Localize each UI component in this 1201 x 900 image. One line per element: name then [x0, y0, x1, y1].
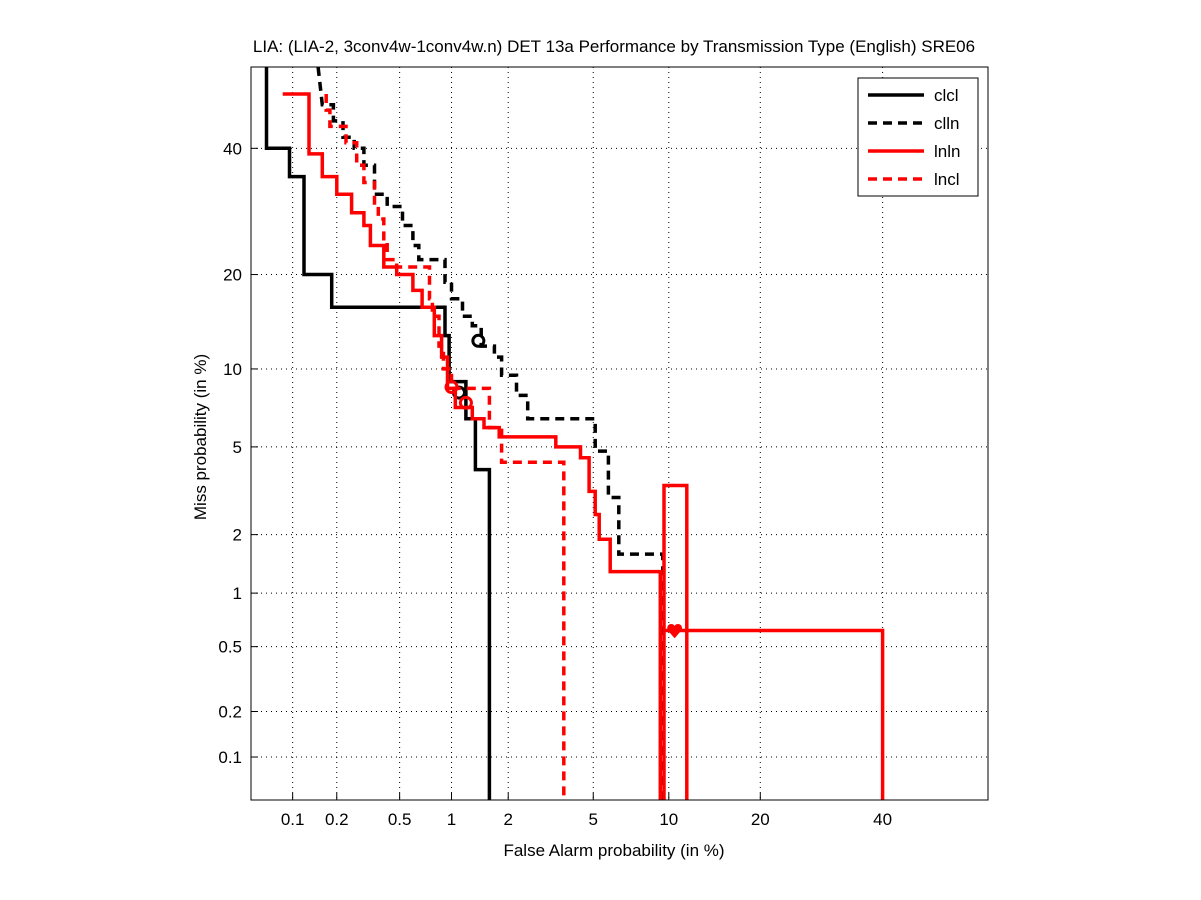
- series-lines: [264, 66, 885, 800]
- legend-label-clln: clln: [934, 114, 960, 133]
- x-tick-label: 5: [589, 810, 598, 829]
- y-tick-label: 0.2: [218, 703, 242, 722]
- legend-label-lnln: lnln: [934, 142, 960, 161]
- series-line-lnln-segment: [662, 483, 689, 800]
- series-line-clln: [316, 66, 665, 800]
- series-line-lnln: [282, 92, 663, 800]
- series-marker-clln: [471, 333, 486, 348]
- y-tick-label: 40: [223, 139, 242, 158]
- y-tick-label: 0.1: [218, 748, 242, 767]
- y-axis-label: Miss probability (in %): [191, 354, 210, 520]
- legend: clcl clln lnln lncl: [857, 77, 979, 197]
- y-tick-label: 2: [233, 526, 242, 545]
- x-tick-label: 0.5: [388, 810, 412, 829]
- y-tick-label: 1: [233, 584, 242, 603]
- x-tick-label: 0.2: [325, 810, 349, 829]
- y-tick-label: 10: [223, 360, 242, 379]
- legend-label-clcl: clcl: [934, 86, 959, 105]
- x-tick-label: 2: [503, 810, 512, 829]
- y-tick-label: 5: [233, 438, 242, 457]
- tick-labels: 0.1 0.2 0.5 1 2 5 10 20 40 0.1 0.2 0.5 1 2 5 10 20 40: [218, 139, 892, 829]
- series-marker-lncl: [444, 380, 459, 395]
- x-tick-label: 0.1: [281, 810, 305, 829]
- x-tick-label: 1: [447, 810, 456, 829]
- plot-frame: [250, 66, 989, 801]
- x-tick-label: 10: [659, 810, 678, 829]
- x-tick-label: 20: [751, 810, 770, 829]
- series-marker-lnln-heart: [667, 623, 683, 639]
- series-marker-lnln: [458, 395, 473, 410]
- series-line-lnln-segment: [664, 628, 885, 800]
- chart-title: LIA: (LIA-2, 3conv4w-1conv4w.n) DET 13a …: [253, 37, 975, 56]
- y-tick-label: 0.5: [218, 638, 242, 657]
- x-axis-label: False Alarm probability (in %): [503, 841, 724, 860]
- x-tick-label: 40: [873, 810, 892, 829]
- y-tick-label: 20: [223, 266, 242, 285]
- series-line-clcl: [264, 67, 492, 800]
- legend-label-lncl: lncl: [934, 170, 960, 189]
- legend-box: [857, 77, 979, 197]
